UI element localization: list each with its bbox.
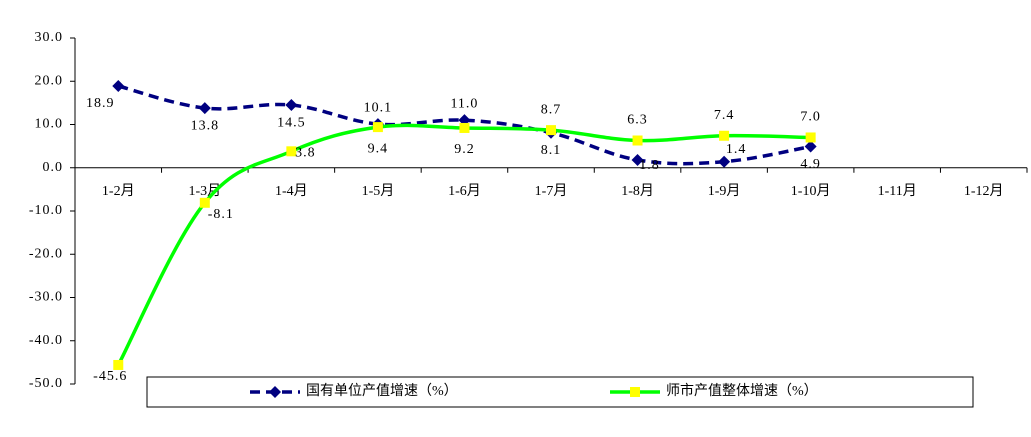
y-tick-label: 20.0 xyxy=(35,73,64,88)
data-label: 13.8 xyxy=(191,118,220,133)
data-label: 4.9 xyxy=(800,157,821,172)
legend-label: 国有单位产值增速（%） xyxy=(306,383,458,399)
y-tick-label: 0.0 xyxy=(43,160,64,175)
marker xyxy=(286,146,297,157)
legend-marker xyxy=(630,387,640,397)
x-tick-label: 1-10月 xyxy=(791,183,831,199)
marker xyxy=(198,102,211,115)
data-label: 6.3 xyxy=(627,113,648,128)
data-label: 9.4 xyxy=(368,141,389,156)
x-tick-label: 1-7月 xyxy=(535,183,568,199)
y-tick-label: -20.0 xyxy=(29,246,63,261)
legend-label: 师市产值整体增速（%） xyxy=(666,382,818,399)
marker xyxy=(112,80,125,93)
data-label: 7.0 xyxy=(800,110,821,125)
data-label: 14.5 xyxy=(277,115,306,130)
data-label: 1.8 xyxy=(639,158,660,173)
marker xyxy=(804,140,817,153)
marker xyxy=(285,99,298,112)
x-tick-label: 1-11月 xyxy=(878,183,917,199)
x-tick-label: 1-2月 xyxy=(102,183,135,199)
y-tick-label: 30.0 xyxy=(35,30,64,45)
y-tick-label: 10.0 xyxy=(35,117,64,132)
data-label: 18.9 xyxy=(86,96,115,111)
data-label: -45.6 xyxy=(93,369,127,384)
marker xyxy=(546,125,556,136)
data-label: 8.1 xyxy=(541,143,562,158)
y-tick-label: -50.0 xyxy=(29,376,63,391)
y-tick-label: -10.0 xyxy=(29,203,63,218)
marker xyxy=(631,153,644,166)
data-label: 1.4 xyxy=(726,142,747,157)
marker xyxy=(632,135,643,146)
x-tick-label: 1-9月 xyxy=(708,183,741,199)
x-tick-label: 1-8月 xyxy=(621,183,654,199)
marker xyxy=(805,132,816,143)
x-tick-label: 1-6月 xyxy=(448,183,481,199)
y-tick-label: -30.0 xyxy=(29,290,63,305)
marker xyxy=(113,359,124,370)
data-label: 9.2 xyxy=(454,142,475,157)
data-label: 7.4 xyxy=(714,108,735,123)
y-tick-label: -40.0 xyxy=(29,333,63,348)
marker xyxy=(719,130,730,141)
data-label: 8.7 xyxy=(541,102,562,117)
marker xyxy=(718,155,731,168)
marker xyxy=(459,122,470,133)
data-label: 3.8 xyxy=(295,146,316,161)
series-line xyxy=(117,84,811,166)
x-tick-label: 1-5月 xyxy=(362,183,395,199)
x-tick-label: 1-4月 xyxy=(275,183,308,199)
marker xyxy=(372,122,383,133)
data-label: -8.1 xyxy=(208,207,234,222)
marker xyxy=(199,197,210,208)
legend-marker xyxy=(269,386,281,398)
x-tick-label: 1-12月 xyxy=(964,183,1004,199)
data-label: 11.0 xyxy=(450,96,478,111)
data-label: 10.1 xyxy=(364,100,393,115)
